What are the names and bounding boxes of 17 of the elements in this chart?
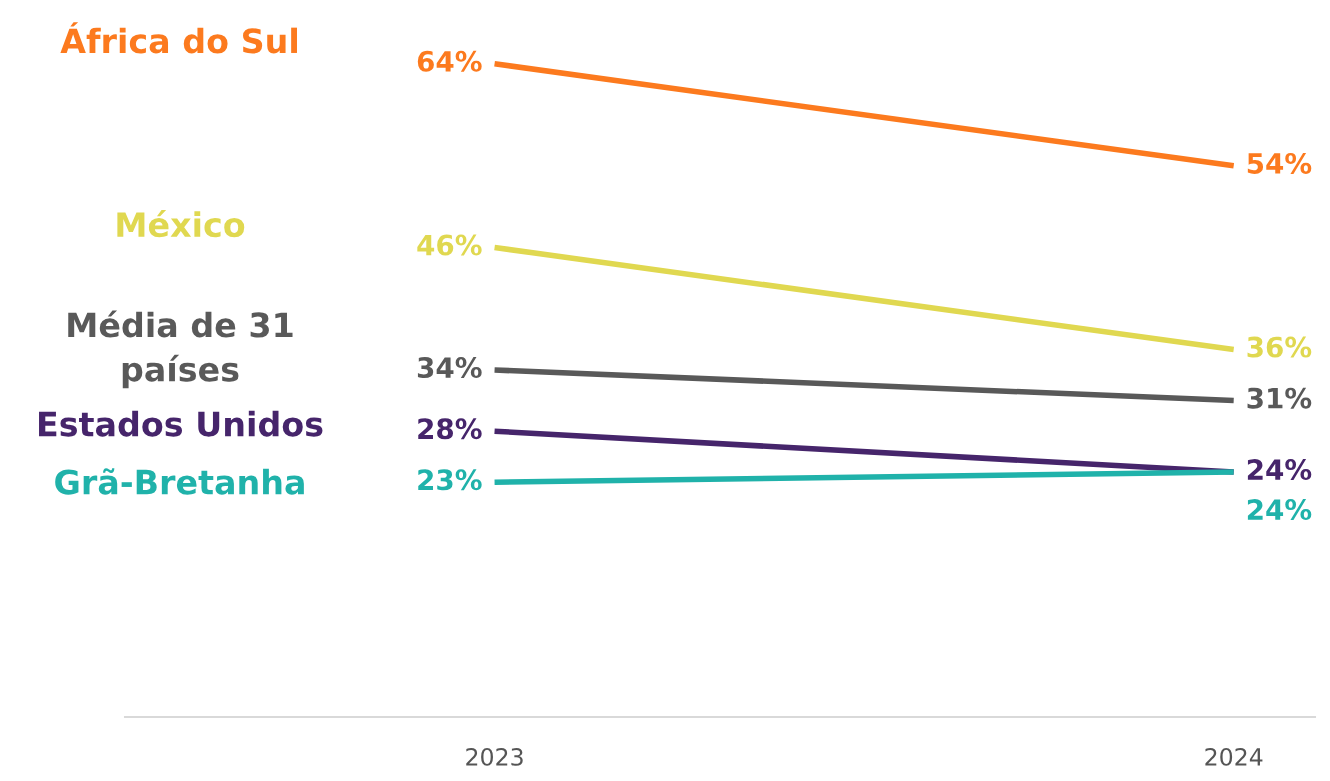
- data-label: 34%: [417, 357, 482, 379]
- data-label: 28%: [418, 418, 482, 440]
- text: África do Sul: [60, 22, 297, 54]
- text: Média de 31 países: [68, 310, 293, 389]
- text: Grã-Bretanha: [55, 468, 304, 495]
- text: México: [117, 210, 245, 238]
- x-tick-label: 2024: [1205, 747, 1263, 766]
- text: Estados Unidos: [39, 410, 323, 437]
- x-tick-label: 2023: [466, 747, 523, 766]
- data-label: 31%: [1247, 387, 1312, 409]
- data-label: 24%: [1247, 459, 1312, 481]
- data-label: 54%: [1247, 152, 1312, 174]
- data-label: 36%: [1247, 336, 1312, 358]
- data-label: 23%: [418, 469, 482, 491]
- data-label: 64%: [417, 50, 482, 72]
- data-label: 24%: [1247, 499, 1312, 521]
- data-label: 46%: [417, 234, 482, 256]
